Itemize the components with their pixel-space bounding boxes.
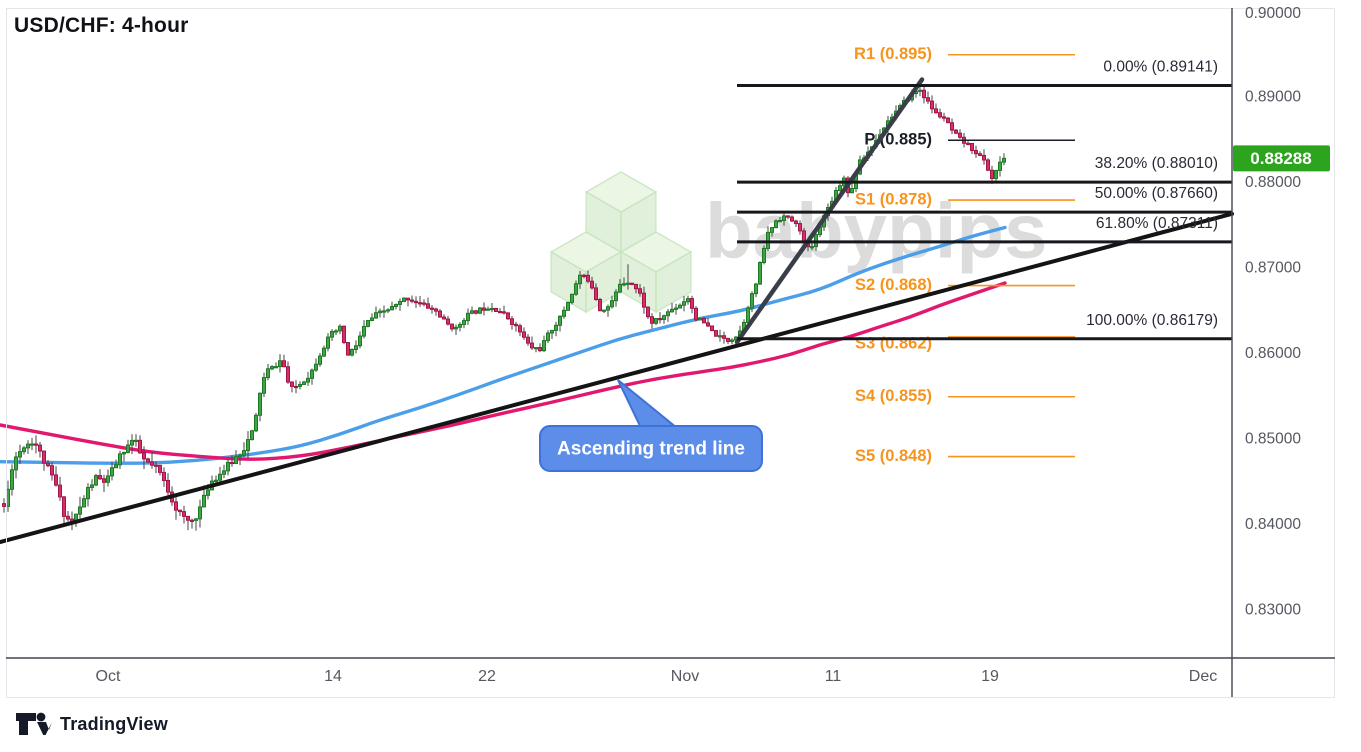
svg-text:100.00% (0.86179): 100.00% (0.86179) xyxy=(1086,312,1218,329)
fib-retracement[interactable]: 0.00% (0.89141) 38.20% (0.88010) 50.00% (0… xyxy=(737,59,1232,341)
tradingview-brand-text: TradingView xyxy=(60,713,168,734)
candlestick-series xyxy=(2,85,1006,531)
svg-text:0.83000: 0.83000 xyxy=(1245,602,1301,619)
svg-text:S1 (0.878): S1 (0.878) xyxy=(855,190,932,208)
svg-text:Oct: Oct xyxy=(96,668,121,685)
tradingview-logo-icon xyxy=(16,712,52,735)
slow-ma-line xyxy=(0,281,1007,461)
svg-text:S4 (0.855): S4 (0.855) xyxy=(855,387,932,405)
svg-text:0.90000: 0.90000 xyxy=(1245,5,1301,22)
svg-text:Nov: Nov xyxy=(671,668,699,685)
price-axis[interactable]: 0.90000 0.89000 0.88000 0.87000 0.86000 0.850… xyxy=(1231,5,1301,697)
svg-text:22: 22 xyxy=(478,668,496,685)
svg-text:0.86000: 0.86000 xyxy=(1245,345,1301,362)
svg-text:S3 (0.862): S3 (0.862) xyxy=(855,334,932,352)
pivot-levels[interactable]: R1 (0.895)P (0.885)S1 (0.878)S2 (0.868)S… xyxy=(854,45,1075,465)
svg-text:19: 19 xyxy=(981,668,999,685)
svg-text:0.88000: 0.88000 xyxy=(1245,174,1301,191)
trendline-callout[interactable]: Ascending trend line xyxy=(539,379,763,472)
svg-text:R1 (0.895): R1 (0.895) xyxy=(854,45,932,63)
tradingview-footer[interactable]: TradingView xyxy=(14,710,168,738)
svg-text:14: 14 xyxy=(324,668,342,685)
last-price-badge: 0.88288 xyxy=(1233,145,1330,172)
svg-text:50.00% (0.87660): 50.00% (0.87660) xyxy=(1095,185,1218,202)
svg-text:S5 (0.848): S5 (0.848) xyxy=(855,447,932,465)
time-axis[interactable]: Oct 14 22 Nov 11 19 Dec xyxy=(6,657,1335,685)
svg-text:0.88288: 0.88288 xyxy=(1250,149,1311,168)
chart-title: USD/CHF: 4-hour xyxy=(14,14,189,37)
ascending-trendline[interactable] xyxy=(0,211,1234,545)
svg-text:S2 (0.868): S2 (0.868) xyxy=(855,276,932,294)
babypips-watermark: babypips xyxy=(549,171,1047,314)
svg-text:38.20% (0.88010): 38.20% (0.88010) xyxy=(1095,155,1218,172)
svg-text:0.85000: 0.85000 xyxy=(1245,431,1301,448)
svg-text:0.89000: 0.89000 xyxy=(1245,89,1301,106)
chart-frame xyxy=(6,8,1335,698)
svg-text:Ascending trend line: Ascending trend line xyxy=(557,439,745,460)
svg-text:0.00% (0.89141): 0.00% (0.89141) xyxy=(1103,59,1218,76)
svg-text:0.84000: 0.84000 xyxy=(1245,516,1301,533)
svg-text:Dec: Dec xyxy=(1189,668,1217,685)
svg-text:11: 11 xyxy=(825,668,842,685)
svg-text:0.87000: 0.87000 xyxy=(1245,260,1301,277)
svg-text:61.80% (0.87311): 61.80% (0.87311) xyxy=(1096,215,1218,232)
